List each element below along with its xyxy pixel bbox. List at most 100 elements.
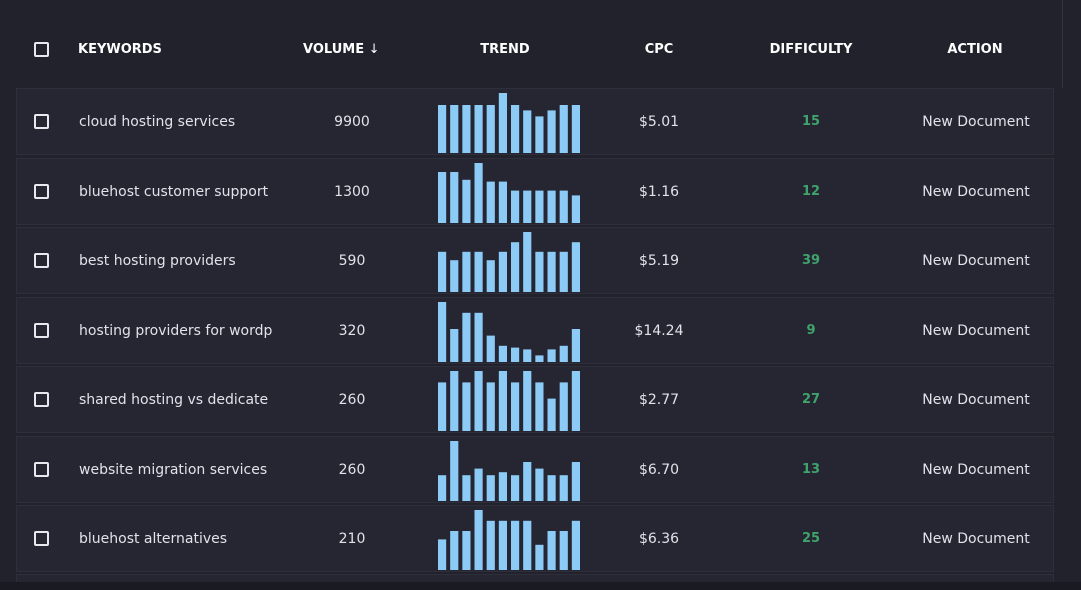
trend-bar <box>462 251 471 292</box>
keyword: shared hosting vs dedicate <box>79 392 269 408</box>
trend-bar <box>438 301 447 362</box>
trend-bar <box>511 242 520 292</box>
header-cpc[interactable]: CPC <box>644 42 674 57</box>
trend-bar <box>511 382 520 431</box>
trend-bar <box>559 105 568 153</box>
row-checkbox[interactable] <box>34 461 49 477</box>
trend-bar <box>450 260 459 292</box>
trend-bar <box>571 328 580 362</box>
trend-bar <box>462 474 471 501</box>
trend-bar <box>559 190 568 223</box>
trend-bar <box>486 260 495 292</box>
row[interactable] <box>16 227 1054 294</box>
keyword: cloud hosting services <box>79 114 236 130</box>
trend-bar <box>547 251 556 292</box>
action[interactable]: New Document <box>922 183 1030 200</box>
keyword: hosting providers for wordp <box>79 322 273 339</box>
trend-sparkline <box>438 510 580 570</box>
row[interactable] <box>16 366 1054 433</box>
trend-bar <box>486 105 495 153</box>
trend-bar <box>523 520 532 570</box>
action[interactable]: New Document <box>922 253 1030 269</box>
trend-bar <box>523 461 532 501</box>
header-keywords[interactable]: KEYWORDS <box>78 42 162 57</box>
trend-bar <box>474 105 483 153</box>
volume: 260 <box>338 461 366 478</box>
trend-bar <box>450 105 459 153</box>
row-checkbox[interactable] <box>34 183 49 199</box>
difficulty: 9 <box>806 322 816 338</box>
trend-bar <box>474 510 483 570</box>
trend-bar <box>486 520 495 570</box>
trend-bar <box>511 347 520 362</box>
trend-bar <box>547 474 556 501</box>
trend-bar <box>438 382 447 431</box>
trend-bar <box>486 335 495 362</box>
trend-bar <box>438 105 447 153</box>
row-checkbox[interactable] <box>34 114 49 129</box>
trend-bar <box>571 371 580 431</box>
difficulty: 12 <box>801 183 821 199</box>
trend-bar <box>450 371 459 431</box>
row[interactable] <box>16 296 1054 364</box>
trend-bar <box>547 398 556 431</box>
header-volume[interactable]: VOLUME ↓ <box>303 40 380 60</box>
action[interactable]: New Document <box>922 322 1030 339</box>
volume: 260 <box>338 392 366 408</box>
trend-sparkline <box>438 162 580 223</box>
header-text: VOLUME <box>303 42 365 57</box>
trend-bar <box>462 312 471 362</box>
trend-bar <box>486 181 495 223</box>
trend-bar <box>474 162 483 223</box>
trend-bar <box>450 440 459 501</box>
trend-bar <box>474 312 483 362</box>
trend-bar <box>547 531 556 570</box>
row-checkbox[interactable] <box>34 531 49 546</box>
action[interactable]: New Document <box>922 531 1030 547</box>
cpc: $1.16 <box>638 183 680 200</box>
trend-bar <box>523 110 532 153</box>
action[interactable]: New Document <box>922 392 1030 408</box>
trend-bar <box>547 190 556 223</box>
row[interactable] <box>16 157 1054 225</box>
trend-bar <box>462 531 471 570</box>
volume: 1300 <box>334 183 370 200</box>
sort-icon: ↓ <box>368 42 380 57</box>
difficulty: 13 <box>801 461 821 477</box>
trend-sparkline <box>438 371 580 431</box>
cpc: $6.36 <box>638 531 680 547</box>
trend-bar <box>474 251 483 292</box>
keyword: bluehost alternatives <box>79 531 228 547</box>
row-checkbox[interactable] <box>34 392 49 407</box>
trend-bar <box>474 371 483 431</box>
trend-bar <box>486 474 495 501</box>
row[interactable] <box>16 88 1054 155</box>
trend-bar <box>450 171 459 223</box>
action[interactable]: New Document <box>922 114 1030 130</box>
trend-bar <box>559 345 568 362</box>
trend-bar <box>535 116 544 153</box>
header-difficulty[interactable]: DIFFICULTY <box>769 42 853 57</box>
volume: 320 <box>338 322 366 339</box>
difficulty: 25 <box>801 531 821 546</box>
trend-bar <box>438 251 447 292</box>
cpc: $6.70 <box>638 461 680 478</box>
trend-bar <box>498 251 507 292</box>
difficulty: 27 <box>801 392 821 407</box>
trend-bar <box>559 251 568 292</box>
select-all-checkbox[interactable] <box>34 42 49 57</box>
trend-bar <box>511 474 520 501</box>
trend-bar <box>559 474 568 501</box>
trend-bar <box>571 242 580 292</box>
cpc: $5.01 <box>638 114 680 130</box>
row[interactable] <box>16 505 1054 572</box>
action[interactable]: New Document <box>922 461 1030 478</box>
trend-bar <box>438 539 447 570</box>
trend-bar <box>450 328 459 362</box>
row-checkbox[interactable] <box>34 253 49 268</box>
trend-bar <box>438 171 447 223</box>
trend-bar <box>511 520 520 570</box>
row-checkbox[interactable] <box>34 322 49 338</box>
row[interactable] <box>16 435 1054 503</box>
